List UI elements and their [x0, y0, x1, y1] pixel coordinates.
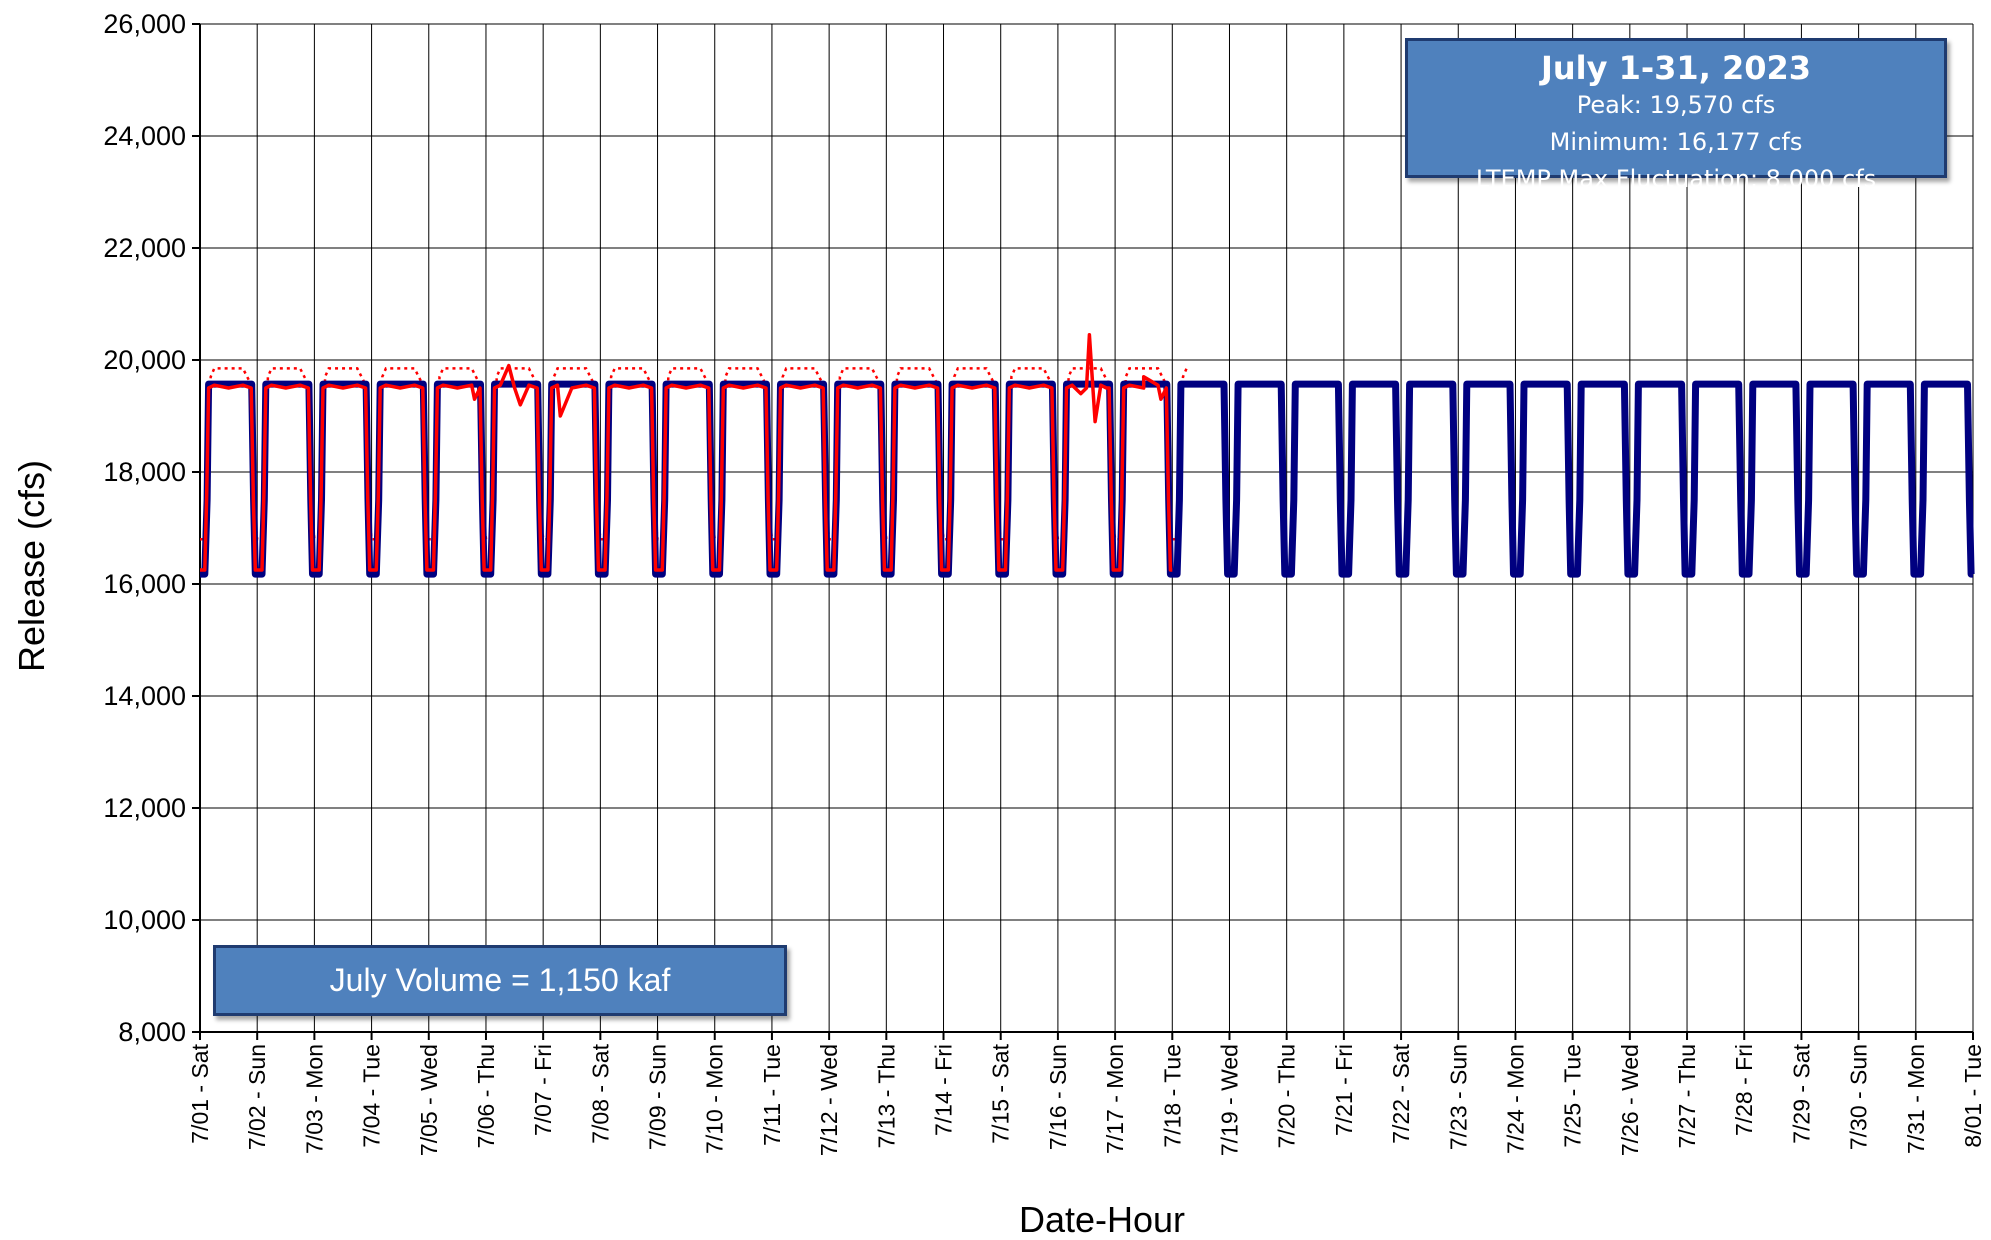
- x-tick-label: 7/06 - Thu: [473, 1044, 499, 1148]
- x-axis-title: Date-Hour: [1019, 1199, 1185, 1240]
- y-axis-title: Release (cfs): [11, 460, 52, 672]
- y-tick-label: 16,000: [103, 569, 186, 599]
- x-tick-label: 7/05 - Wed: [416, 1044, 442, 1156]
- x-tick-label: 7/08 - Sat: [587, 1043, 613, 1143]
- y-tick-label: 14,000: [103, 681, 186, 711]
- y-tick-label: 24,000: [103, 121, 186, 151]
- x-tick-label: 7/23 - Sun: [1445, 1044, 1471, 1150]
- scheduled-release-line: [198, 380, 1975, 578]
- summary-title: July 1-31, 2023: [1540, 49, 1812, 87]
- x-tick-label: 7/16 - Sun: [1045, 1044, 1071, 1150]
- x-tick-label: 7/20 - Thu: [1274, 1044, 1300, 1148]
- x-tick-label: 7/26 - Wed: [1617, 1044, 1643, 1156]
- x-tick-label: 7/18 - Tue: [1159, 1044, 1185, 1148]
- x-tick-label: 7/04 - Tue: [359, 1044, 385, 1148]
- summary-minimum: Minimum: 16,177 cfs: [1549, 128, 1803, 156]
- x-tick-label: 7/28 - Fri: [1731, 1044, 1757, 1136]
- forecast-series-line: [200, 367, 1188, 541]
- summary-fluctuation: LTEMP Max Fluctuation: 8,000 cfs: [1475, 165, 1877, 193]
- x-tick-label: 7/13 - Thu: [873, 1044, 899, 1148]
- x-axis-ticks: 7/01 - Sat 7/02 - Sun 7/03 - Mon 7/04 - Tue…: [187, 1032, 1986, 1156]
- x-tick-label: 7/31 - Mon: [1903, 1044, 1929, 1154]
- x-tick-label: 7/22 - Sat: [1388, 1043, 1414, 1143]
- x-tick-label: 7/01 - Sat: [187, 1043, 213, 1143]
- x-tick-label: 7/29 - Sat: [1788, 1043, 1814, 1143]
- y-tick-label: 22,000: [103, 233, 186, 263]
- volume-text: July Volume = 1,150 kaf: [329, 962, 671, 998]
- x-tick-label: 7/03 - Mon: [301, 1044, 327, 1154]
- plot-frame: [199, 24, 1973, 1040]
- y-tick-label: 18,000: [103, 457, 186, 487]
- x-tick-label: 7/10 - Mon: [702, 1044, 728, 1154]
- y-tick-label: 10,000: [103, 905, 186, 935]
- actual-release-line: [200, 333, 1173, 572]
- summary-box: July 1-31, 2023 Peak: 19,570 cfs Minimum…: [1405, 38, 1947, 193]
- volume-box: July Volume = 1,150 kaf: [213, 945, 787, 1016]
- y-axis-ticks: 8,000 10,000 12,000 14,000 16,000 18,000 20,00…: [103, 9, 200, 1047]
- series-layer: [198, 333, 1975, 578]
- x-tick-label: 7/15 - Sat: [988, 1043, 1014, 1143]
- x-tick-label: 7/30 - Sun: [1846, 1044, 1872, 1150]
- x-tick-label: 7/25 - Tue: [1560, 1044, 1586, 1148]
- x-tick-label: 7/11 - Tue: [759, 1044, 785, 1146]
- x-tick-label: 7/17 - Mon: [1102, 1044, 1128, 1154]
- x-tick-label: 7/07 - Fri: [530, 1044, 556, 1136]
- summary-peak: Peak: 19,570 cfs: [1576, 91, 1776, 119]
- y-tick-label: 8,000: [118, 1017, 186, 1047]
- x-tick-label: 7/12 - Wed: [816, 1044, 842, 1156]
- y-tick-label: 26,000: [103, 9, 186, 39]
- x-tick-label: 7/09 - Sun: [645, 1044, 671, 1150]
- x-tick-label: 8/01 - Tue: [1960, 1044, 1986, 1148]
- x-tick-label: 7/24 - Mon: [1502, 1044, 1528, 1154]
- y-tick-label: 20,000: [103, 345, 186, 375]
- y-tick-label: 12,000: [103, 793, 186, 823]
- x-tick-label: 7/27 - Thu: [1674, 1044, 1700, 1148]
- x-tick-label: 7/02 - Sun: [244, 1044, 270, 1150]
- x-tick-label: 7/14 - Fri: [931, 1044, 957, 1136]
- x-tick-label: 7/19 - Wed: [1216, 1044, 1242, 1156]
- x-tick-label: 7/21 - Fri: [1331, 1044, 1357, 1136]
